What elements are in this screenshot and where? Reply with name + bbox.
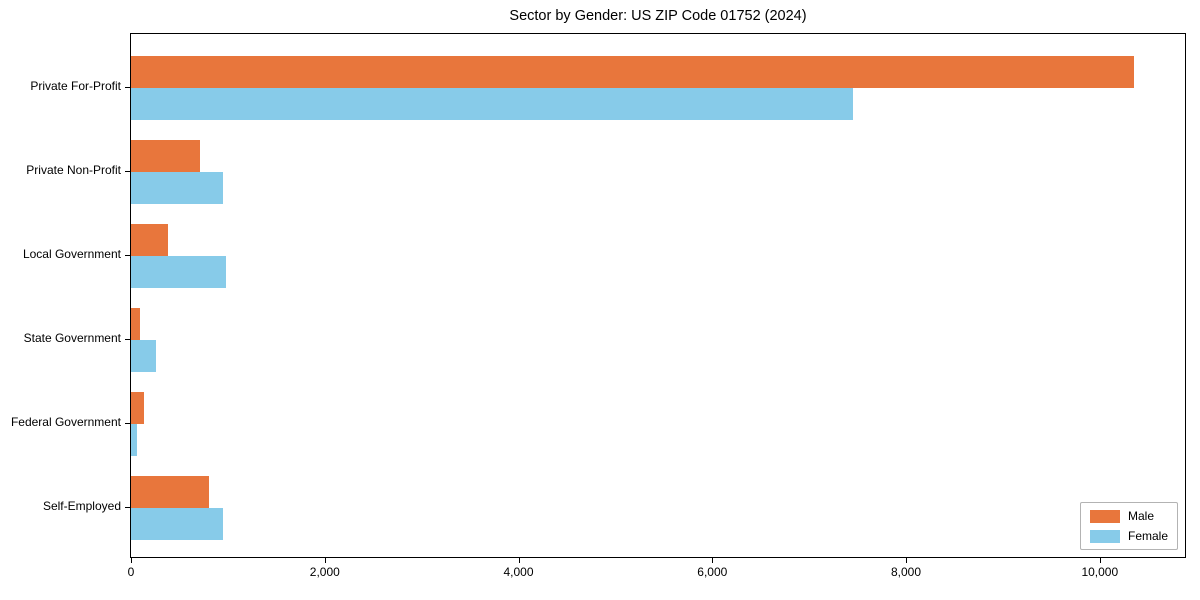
y-tick-label: Private For-Profit — [30, 79, 121, 93]
x-tick-mark — [131, 558, 133, 563]
bar-male-state-government — [131, 308, 141, 340]
legend-label: Female — [1127, 529, 1168, 543]
y-tick-mark — [125, 339, 130, 341]
legend-label: Male — [1127, 509, 1154, 523]
x-tick-mark — [1099, 558, 1101, 563]
x-tick-label: 10,000 — [1081, 565, 1119, 579]
legend: Male Female — [1079, 502, 1178, 550]
y-tick-mark — [125, 87, 130, 89]
legend-swatch-male — [1089, 509, 1120, 523]
bar-male-federal-government — [131, 392, 144, 424]
x-tick-mark — [906, 558, 908, 563]
x-tick-mark — [518, 558, 520, 563]
y-tick-label: Local Government — [22, 247, 121, 261]
x-tick-mark — [324, 558, 326, 563]
legend-entry-female: Female — [1089, 529, 1168, 543]
bar-female-local-government — [131, 256, 226, 288]
chart-title: Sector by Gender: US ZIP Code 01752 (202… — [509, 8, 807, 24]
bar-female-state-government — [131, 340, 157, 372]
y-tick-mark — [125, 507, 130, 509]
bar-female-private-for-profit — [131, 88, 853, 120]
legend-entry-male: Male — [1089, 509, 1168, 523]
y-tick-label: Self-Employed — [42, 499, 121, 513]
bar-male-local-government — [131, 224, 168, 256]
bar-male-private-for-profit — [131, 56, 1134, 88]
x-tick-label: 0 — [127, 565, 135, 579]
legend-swatch-female — [1089, 529, 1120, 543]
x-tick-mark — [712, 558, 714, 563]
x-tick-label: 2,000 — [309, 565, 340, 579]
bar-female-federal-government — [131, 424, 138, 456]
x-tick-label: 8,000 — [890, 565, 922, 579]
y-tick-label: State Government — [23, 331, 121, 345]
y-tick-label: Federal Government — [10, 415, 121, 429]
bar-female-self-employed — [131, 508, 223, 540]
plot-area: Male Female — [130, 33, 1186, 558]
x-tick-label: 6,000 — [697, 565, 728, 579]
bar-male-private-non-profit — [131, 140, 200, 172]
x-tick-label: 4,000 — [503, 565, 534, 579]
y-tick-mark — [125, 171, 130, 173]
y-tick-label: Private Non-Profit — [26, 163, 121, 177]
y-tick-mark — [125, 255, 130, 257]
bar-male-self-employed — [131, 476, 209, 508]
bar-female-private-non-profit — [131, 172, 223, 204]
y-tick-mark — [125, 423, 130, 425]
